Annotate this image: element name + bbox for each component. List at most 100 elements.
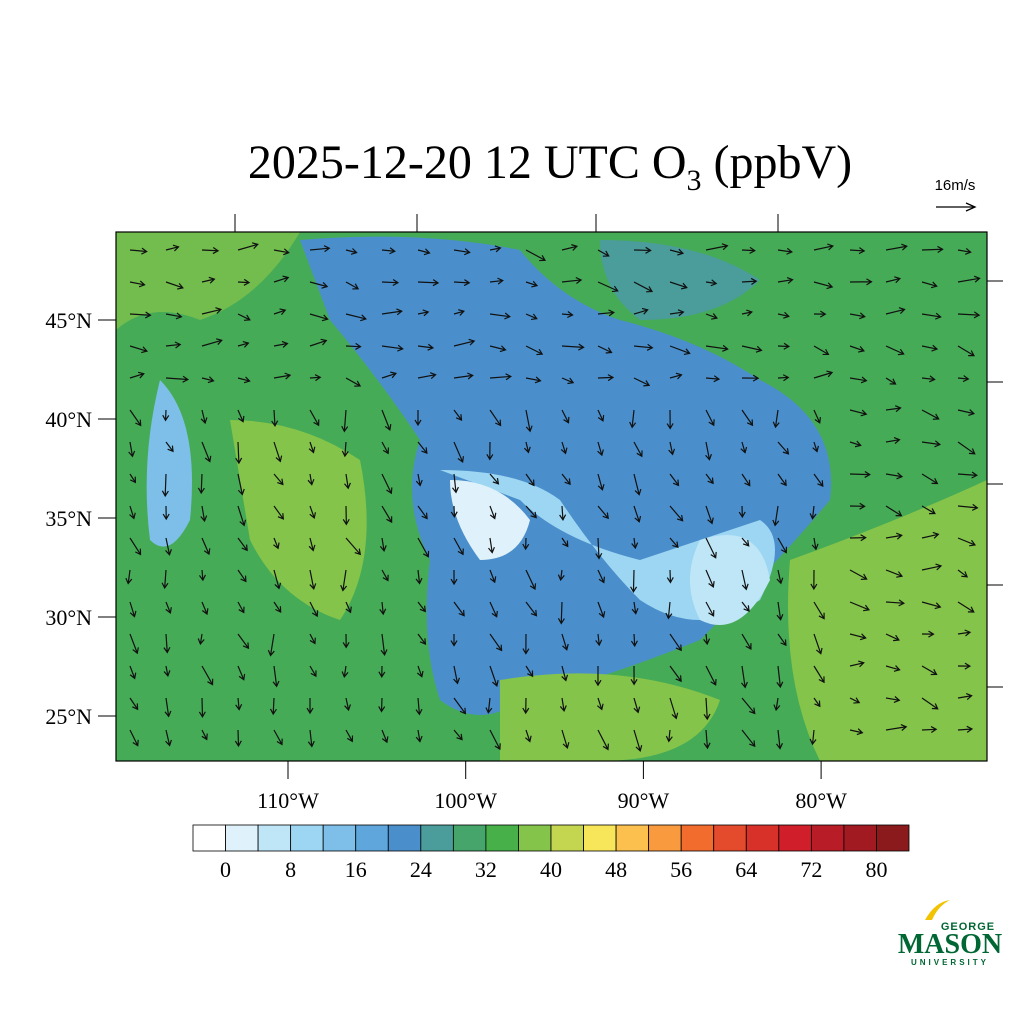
wind-arrow — [849, 633, 867, 641]
wind-arrow — [525, 601, 538, 617]
wind-arrow — [665, 729, 673, 743]
wind-arrow — [345, 377, 362, 387]
wind-arrow — [705, 537, 717, 559]
wind-arrow — [957, 375, 970, 383]
wind-arrow — [309, 374, 322, 382]
wind-arrow — [809, 505, 817, 520]
wind-arrow — [703, 729, 711, 750]
wind-arrow — [201, 729, 208, 741]
wind-arrow — [340, 569, 348, 592]
wind-arrow — [201, 307, 223, 315]
wind-arrow — [453, 537, 464, 556]
wind-arrow — [668, 441, 676, 456]
wind-arrow — [561, 537, 569, 548]
wind-arrow — [415, 729, 423, 743]
colorbar-box — [257, 824, 292, 852]
wind-arrow — [669, 665, 682, 683]
wind-arrow — [597, 249, 610, 257]
colorbar-box — [680, 824, 715, 852]
wind-arrow — [129, 409, 142, 427]
wind-arrow — [489, 312, 511, 320]
wind-arrow — [666, 569, 674, 584]
wind-arrow — [665, 601, 673, 620]
colorbar-label: 24 — [410, 857, 432, 882]
wind-arrow — [162, 505, 170, 521]
wind-arrow — [201, 441, 212, 463]
wind-arrow — [309, 505, 317, 520]
wind-arrow — [415, 697, 423, 716]
wind-arrow — [381, 344, 404, 352]
wind-arrow — [341, 409, 349, 433]
colorbar-box — [648, 824, 682, 852]
top-ticks — [234, 214, 779, 232]
wind-arrow — [489, 729, 501, 751]
wind-arrow — [380, 633, 388, 657]
ozone-field — [116, 232, 987, 761]
wind-arrow — [453, 441, 464, 464]
wind-arrow — [525, 409, 533, 433]
wind-arrow — [705, 243, 729, 251]
wind-arrow — [267, 633, 275, 657]
wind-arrow — [378, 665, 386, 678]
wind-field — [125, 242, 981, 752]
wind-arrow — [488, 537, 495, 554]
wind-arrow — [885, 633, 900, 642]
wind-arrow — [417, 343, 435, 351]
colorbar-box — [583, 824, 617, 852]
wind-arrow — [849, 376, 868, 384]
wind-arrow — [201, 338, 223, 347]
wind-arrow — [201, 601, 209, 616]
wind-arrow — [345, 537, 362, 556]
wind-arrow — [777, 441, 790, 455]
colorbar-box — [322, 824, 357, 852]
wind-arrow — [561, 473, 571, 486]
colorbar-box — [355, 824, 389, 852]
wind-arrow — [345, 313, 367, 322]
wind-arrow — [344, 473, 351, 490]
wind-arrow — [957, 345, 975, 357]
colorbar-box — [550, 824, 584, 852]
wind-arrow — [273, 441, 283, 463]
wind-arrow — [417, 248, 431, 256]
wind-arrow — [885, 724, 908, 731]
wind-arrow — [849, 278, 873, 286]
wind-arrow — [307, 729, 315, 748]
wind-arrow — [813, 370, 834, 379]
wind-arrow — [597, 409, 605, 422]
wind-arrow — [237, 313, 251, 321]
wind-arrow — [453, 697, 467, 715]
wind-arrow — [489, 409, 502, 427]
wind-arrow — [165, 312, 183, 320]
wind-arrow — [525, 665, 534, 678]
colorbar-label: 72 — [800, 857, 822, 882]
wind-arrow — [630, 633, 638, 648]
wind-arrow — [813, 665, 825, 684]
wind-arrow — [163, 633, 171, 654]
wind-arrow — [633, 377, 651, 387]
wind-arrow — [705, 569, 715, 588]
wind-arrow — [921, 409, 940, 420]
wind-arrow — [921, 697, 939, 710]
wind-arrow — [849, 440, 862, 448]
wind-arrow — [741, 409, 754, 427]
lat-tick-label: 25°N — [45, 704, 92, 729]
wind-arrow — [450, 633, 458, 647]
wind-arrow — [201, 376, 215, 384]
wind-arrow — [269, 697, 277, 716]
wind-arrow — [165, 537, 172, 556]
wind-arrow — [957, 725, 974, 733]
wind-arrow — [309, 245, 331, 253]
wind-arrow — [813, 601, 825, 620]
wind-arrow — [307, 473, 315, 486]
wind-arrow — [525, 280, 539, 288]
wind-arrow — [776, 665, 784, 689]
wind-arrow — [705, 665, 717, 686]
wind-arrow — [561, 343, 585, 351]
wind-arrow — [523, 441, 531, 454]
wind-arrow — [525, 505, 537, 519]
wind-arrow — [849, 601, 870, 612]
colorbar-box — [843, 824, 877, 852]
wind-legend-arrow — [936, 202, 977, 212]
lat-tick-label: 40°N — [45, 407, 92, 432]
wind-arrow — [164, 697, 172, 718]
